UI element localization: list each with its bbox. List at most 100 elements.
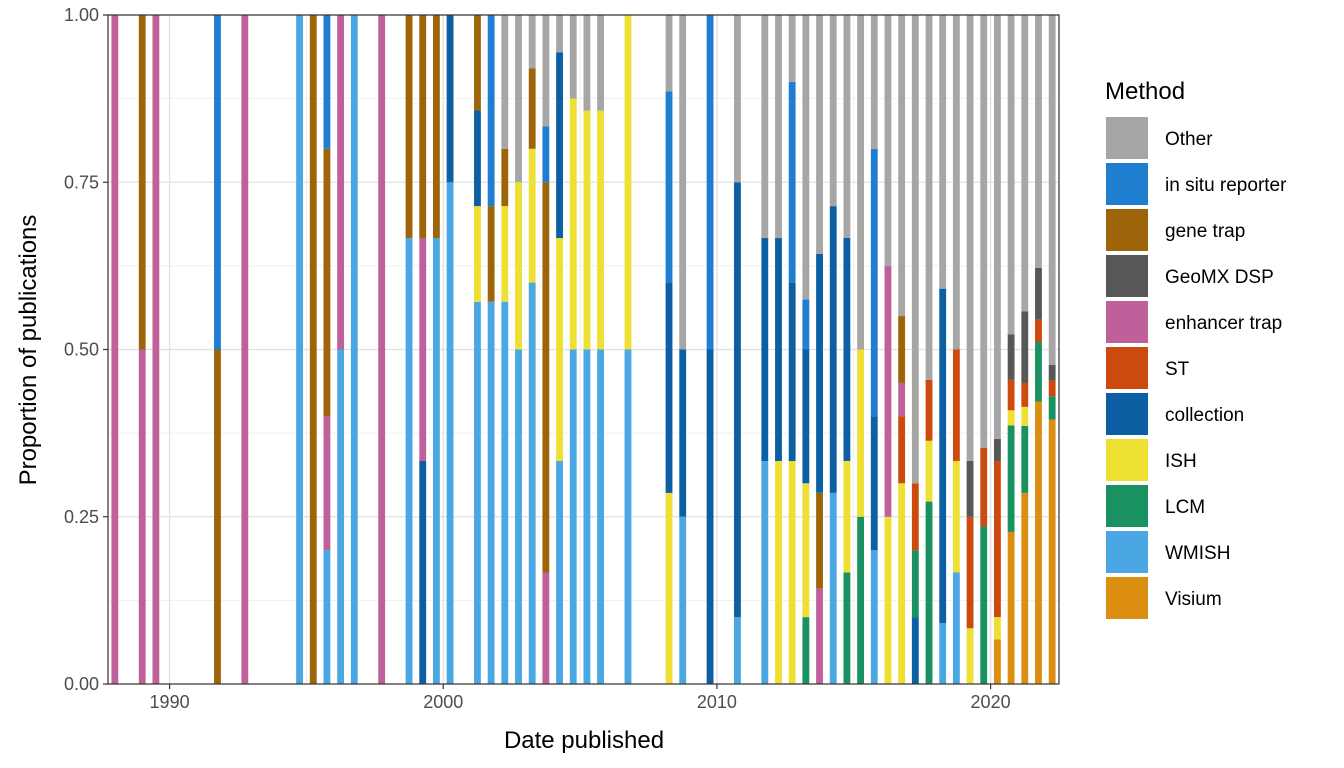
bar-segment-lcm: [1035, 342, 1042, 402]
bar-segment-other: [734, 15, 741, 183]
bar-segment-lcm: [911, 550, 919, 618]
bar-segment-gene-trap: [138, 15, 146, 350]
bar-segment-wmish: [515, 349, 522, 684]
legend-swatch-visium: [1106, 577, 1148, 619]
bar-segment-st: [980, 447, 988, 527]
bar-segment-other: [898, 15, 906, 317]
bar-segment-other: [583, 15, 591, 111]
legend-label: ST: [1165, 359, 1190, 380]
bar-segment-collection: [734, 182, 741, 618]
y-axis: 0.00 0.25 0.50 0.75 1.00: [64, 5, 108, 694]
bar-segment-ish: [884, 516, 892, 684]
bar-segment-other: [775, 15, 782, 239]
legend-label: Other: [1165, 129, 1213, 150]
bar-segment-st: [1007, 379, 1015, 411]
bar-segment-other: [1007, 15, 1015, 335]
bar-segment-other: [556, 15, 563, 53]
bar-segment-collection: [679, 349, 687, 517]
bar-segment-st: [898, 416, 906, 484]
bar-segment-other: [952, 14, 960, 350]
bar-segment-other: [515, 15, 522, 183]
legend-swatch-gene-trap: [1106, 209, 1148, 251]
legend-label: gene trap: [1165, 221, 1245, 242]
bar-segment-ish: [843, 460, 851, 573]
bar-segment-gene-trap: [323, 148, 331, 417]
legend-item-ish: ISH: [1106, 439, 1197, 481]
bar-segment-visium: [1048, 419, 1056, 684]
bar-segment-in-situ-reporter: [214, 15, 221, 350]
bar-segment-ish: [515, 182, 522, 350]
legend-label: collection: [1165, 405, 1244, 426]
bar-segment-collection: [665, 282, 673, 493]
y-tick-label: 1.00: [64, 5, 99, 25]
bar-segment-ish: [1007, 410, 1015, 426]
bar-segment-lcm: [1021, 425, 1029, 493]
bar-segment-ish: [528, 148, 536, 283]
bar-segment-st: [966, 516, 974, 629]
bar-segment-other: [761, 15, 769, 239]
bar-segment-collection: [816, 253, 823, 493]
bar-segment-wmish: [624, 349, 632, 684]
y-tick-label: 0.50: [64, 340, 99, 360]
bar-segment-lcm: [802, 617, 810, 684]
legend-swatch-other: [1106, 117, 1148, 159]
bar-segment-visium: [1021, 492, 1029, 684]
bar-segment-ish: [898, 483, 906, 684]
bar-segment-st: [952, 349, 960, 461]
bar-segment-gene-trap: [214, 349, 221, 684]
bar-segment-lcm: [980, 526, 988, 684]
bar-segment-lcm: [857, 516, 865, 684]
bar-segment-st: [1035, 319, 1042, 343]
bar-segment-collection: [419, 461, 427, 684]
bar-segment-ish: [925, 440, 933, 502]
bar-segment-in-situ-reporter: [706, 15, 714, 350]
bar-segment-ish: [556, 238, 563, 462]
bar-segment-other: [528, 15, 536, 69]
bar-segment-wmish: [569, 349, 577, 684]
bar-segment-st: [925, 379, 933, 441]
legend-label: enhancer trap: [1165, 313, 1282, 334]
bar-segment-collection: [843, 237, 851, 461]
bar-segment-ish: [501, 206, 509, 302]
bar-segment-other: [843, 15, 851, 238]
bar-segment-ish: [583, 110, 591, 350]
bar-segment-gene-trap: [816, 492, 823, 589]
legend-item-visium: Visium: [1106, 577, 1222, 619]
bar-segment-collection: [802, 349, 810, 484]
bar-segment-collection: [775, 238, 782, 462]
bar-segment-wmish: [474, 301, 481, 684]
bar-segment-enhancer-trap: [152, 15, 160, 684]
bar-segment-gene-trap: [405, 15, 413, 238]
bar-segment-enhancer-trap: [816, 588, 823, 684]
legend-label: WMISH: [1165, 543, 1230, 564]
x-tick-label: 2020: [971, 692, 1011, 712]
bar-segment-collection: [706, 349, 714, 684]
bar-segment-other: [925, 15, 933, 380]
bar-segment-collection: [556, 52, 563, 239]
legend-item-gene-trap: gene trap: [1106, 209, 1245, 251]
bar-segment-wmish: [350, 15, 358, 684]
y-tick-label: 0.00: [64, 674, 99, 694]
bar-segment-wmish: [679, 516, 687, 684]
bar-segment-wmish: [734, 617, 741, 684]
bar-segment-gene-trap: [501, 148, 509, 207]
x-axis-title: Date published: [504, 727, 664, 754]
bar-segment-in-situ-reporter: [802, 299, 810, 350]
bar-segment-st: [1021, 382, 1029, 407]
bar-segment-ish: [597, 110, 605, 350]
y-axis-title: Proportion of publications: [15, 215, 42, 486]
bar-segment-visium: [1007, 531, 1015, 684]
bar-segment-wmish: [829, 492, 837, 684]
x-tick-label: 2010: [697, 692, 737, 712]
bar-segment-other: [870, 15, 878, 149]
bar-segment-ish: [802, 483, 810, 618]
legend-item-geomx-dsp: GeoMX DSP: [1106, 255, 1274, 297]
legend-item-in-situ-reporter: in situ reporter: [1106, 163, 1287, 205]
legend-item-wmish: WMISH: [1106, 531, 1230, 573]
legend-label: ISH: [1165, 451, 1197, 472]
bar-segment-enhancer-trap: [419, 238, 427, 462]
legend-label: LCM: [1165, 497, 1205, 518]
legend-swatch-in-situ-reporter: [1106, 163, 1148, 205]
bar-segment-ish: [569, 98, 577, 350]
bar-segment-in-situ-reporter: [788, 81, 796, 283]
